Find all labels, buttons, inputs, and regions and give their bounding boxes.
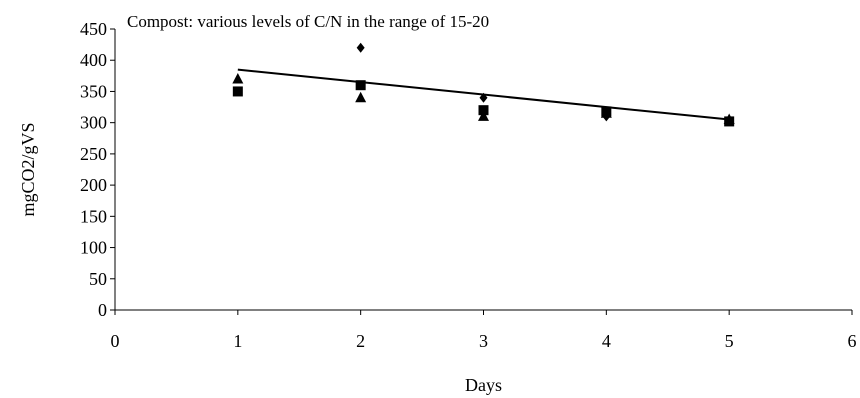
y-tick-label: 150 <box>80 206 107 226</box>
square-marker <box>478 105 489 116</box>
x-axis-title: Days <box>465 375 502 395</box>
x-tick-label: 4 <box>602 331 611 351</box>
triangle-marker <box>355 91 367 103</box>
x-ticks: 0 1 2 3 4 5 6 <box>111 310 857 351</box>
x-tick-label: 2 <box>356 331 365 351</box>
triangle-marker <box>478 110 489 121</box>
y-tick-label: 0 <box>98 300 107 320</box>
square-marker <box>724 116 735 127</box>
y-axis-title: mgCO2/gVS <box>18 122 38 216</box>
axes <box>114 29 852 311</box>
y-tick-label: 250 <box>80 144 107 164</box>
y-tick-label: 400 <box>80 50 107 70</box>
y-ticks: 0 50 100 150 200 250 300 350 400 450 <box>80 19 115 320</box>
data-points <box>232 42 735 127</box>
x-tick-label: 6 <box>848 331 857 351</box>
x-tick-label: 5 <box>725 331 734 351</box>
square-marker <box>232 86 243 97</box>
square-marker <box>601 106 612 117</box>
chart-annotation: Compost: various levels of C/N in the ra… <box>127 12 489 31</box>
y-tick-label: 50 <box>89 269 107 289</box>
diamond-marker <box>356 42 365 53</box>
y-tick-label: 450 <box>80 19 107 39</box>
x-tick-label: 1 <box>233 331 242 351</box>
triangle-marker <box>232 72 244 84</box>
square-marker <box>355 80 366 91</box>
y-tick-label: 200 <box>80 175 107 195</box>
diamond-marker <box>479 92 488 103</box>
y-tick-label: 100 <box>80 238 107 258</box>
y-tick-label: 350 <box>80 81 107 101</box>
x-tick-label: 0 <box>111 331 120 351</box>
y-tick-label: 300 <box>80 113 107 133</box>
x-tick-label: 3 <box>479 331 488 351</box>
